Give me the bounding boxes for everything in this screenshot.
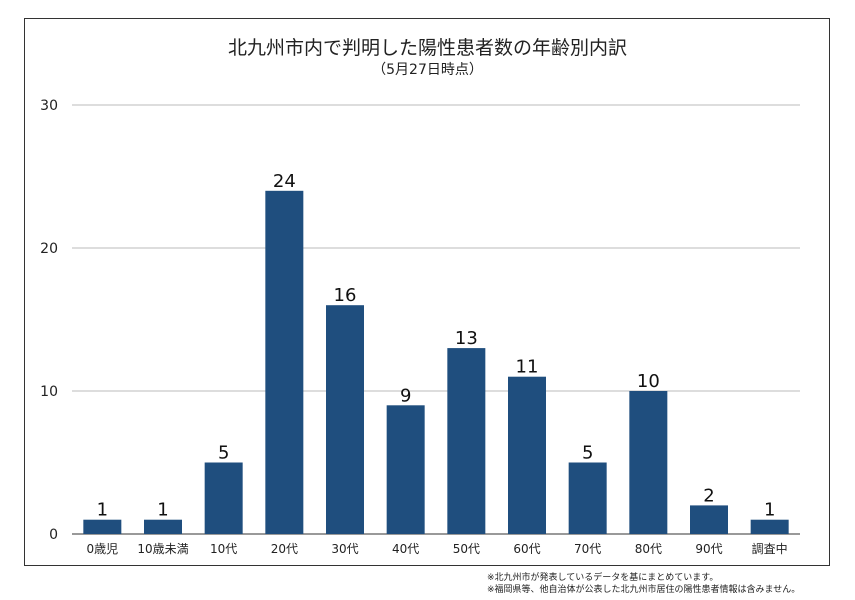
data-label: 11 — [516, 357, 539, 378]
data-label: 5 — [218, 443, 229, 464]
chart-title: 北九州市内で判明した陽性患者数の年齢別内訳 — [227, 37, 627, 59]
footnote: ※北九州市が発表しているデータを基にまとめています。 — [487, 573, 719, 583]
data-label: 2 — [703, 485, 714, 506]
chart-frame — [24, 18, 830, 566]
bar — [629, 391, 668, 534]
x-tick-label: 0歳児 — [87, 542, 119, 556]
bar — [386, 405, 425, 534]
bar — [204, 462, 243, 534]
x-tick-label: 80代 — [635, 542, 662, 556]
x-tick-label: 10歳未満 — [137, 542, 188, 556]
footnote: ※福岡県等、他自治体が公表した北九州市居住の陽性患者情報は含みません。 — [487, 585, 801, 595]
bar — [568, 462, 607, 534]
data-label: 9 — [400, 385, 411, 406]
x-tick-label: 20代 — [271, 542, 298, 556]
bar — [447, 348, 486, 534]
bar — [750, 519, 789, 534]
data-label: 10 — [637, 371, 660, 392]
x-tick-label: 30代 — [331, 542, 358, 556]
bar — [83, 519, 122, 534]
data-label: 16 — [334, 285, 357, 306]
data-label: 24 — [273, 171, 296, 192]
x-tick-label: 40代 — [392, 542, 419, 556]
bar — [265, 190, 304, 535]
bar — [690, 505, 728, 534]
bar — [144, 519, 182, 534]
chart-subtitle: （5月27日時点） — [372, 62, 483, 78]
bar — [326, 305, 364, 534]
data-label: 1 — [157, 500, 168, 521]
y-tick-label: 20 — [40, 241, 58, 257]
x-tick-label: 90代 — [695, 542, 722, 556]
data-label: 13 — [455, 328, 478, 349]
x-tick-label: 60代 — [513, 542, 540, 556]
x-tick-label: 10代 — [210, 542, 237, 556]
x-tick-label: 50代 — [453, 542, 480, 556]
data-label: 5 — [582, 443, 593, 464]
footnotes: ※北九州市が発表しているデータを基にまとめています。 ※福岡県等、他自治体が公表… — [487, 572, 800, 596]
x-tick-label: 70代 — [574, 542, 601, 556]
y-tick-label: 0 — [49, 527, 58, 543]
y-tick-label: 10 — [40, 384, 58, 400]
data-label: 1 — [764, 500, 775, 521]
y-tick-label: 30 — [40, 98, 58, 114]
bar — [508, 376, 546, 534]
data-label: 1 — [97, 500, 108, 521]
x-tick-label: 調査中 — [752, 541, 788, 556]
